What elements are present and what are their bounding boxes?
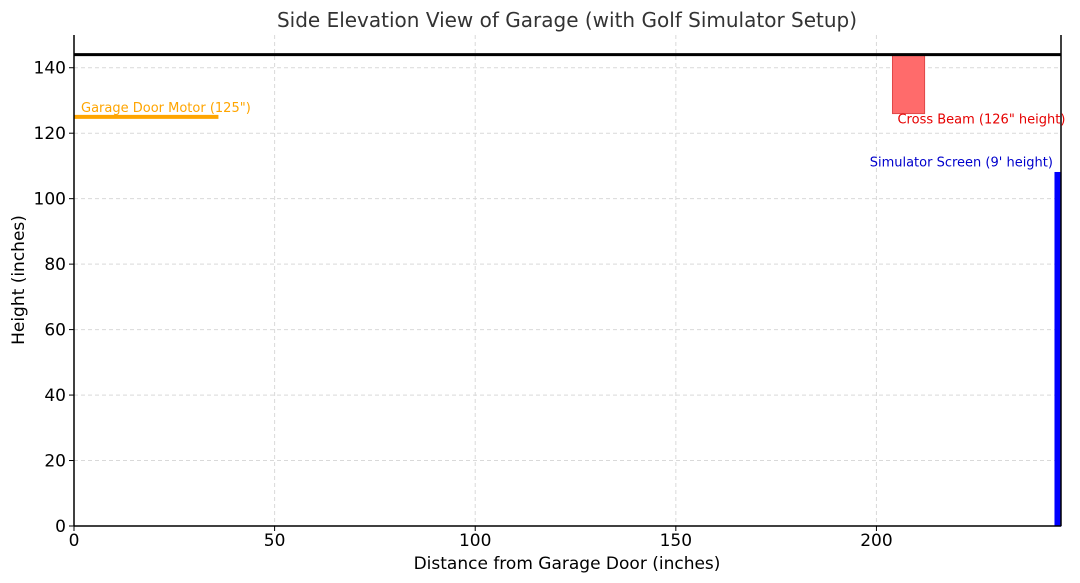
x-tick-label: 0: [69, 531, 80, 551]
x-tick-label: 200: [860, 531, 892, 551]
chart-title: Side Elevation View of Garage (with Golf…: [277, 8, 857, 32]
x-axis-label: Distance from Garage Door (inches): [414, 554, 721, 574]
beam-mark: [891, 54, 926, 115]
y-tick-label: 20: [44, 452, 66, 472]
y-tick-label: 0: [55, 517, 66, 537]
beam-label: Cross Beam (126" height): [897, 113, 1065, 128]
y-tick-label: 60: [44, 321, 66, 341]
screen-mark: [1054, 171, 1062, 527]
annotations: Garage Door Motor (125") Cross Beam (126"…: [81, 101, 1065, 171]
screen-label: Simulator Screen (9' height): [870, 155, 1053, 170]
y-tick-label: 40: [44, 386, 66, 406]
axes: [73, 35, 1062, 527]
tick-labels: 0 50 100 150 200 0 20 40 60 80 100 120 140: [34, 59, 893, 551]
y-axis-label: Height (inches): [9, 215, 29, 345]
y-tick-label: 140: [34, 59, 66, 79]
x-tick-label: 100: [459, 531, 491, 551]
x-tick-label: 50: [264, 531, 286, 551]
y-tick-label: 120: [34, 124, 66, 144]
motor-label: Garage Door Motor (125"): [81, 101, 251, 116]
x-tick-label: 150: [660, 531, 692, 551]
y-tick-label: 100: [34, 190, 66, 210]
y-tick-label: 80: [44, 255, 66, 275]
